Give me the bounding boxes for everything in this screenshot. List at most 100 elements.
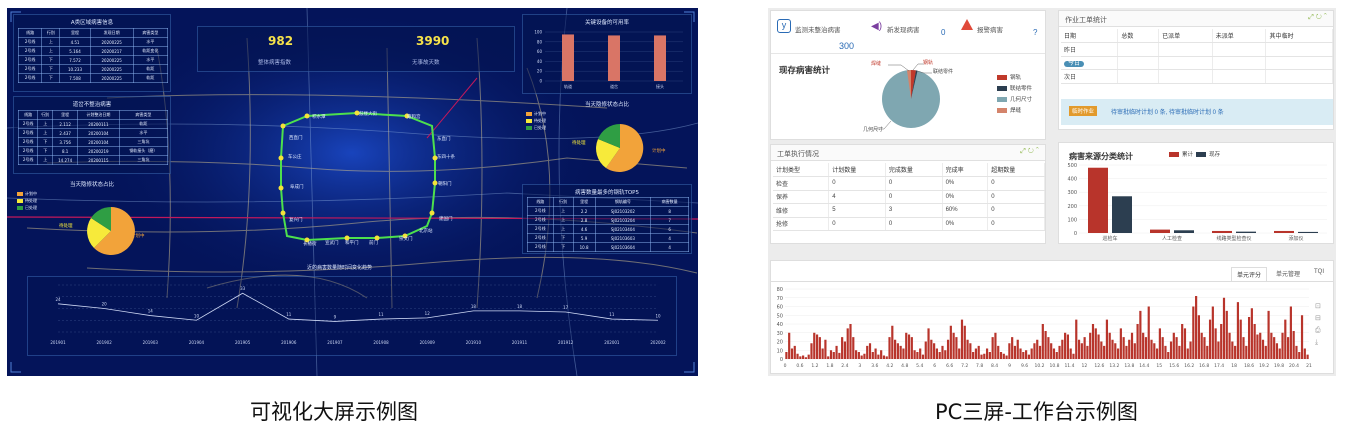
availability-bar-chart: 100 80 60 40 20 0 轨道 道岔 接头 [534,30,683,89]
hist-bar [1016,339,1019,359]
table-cell: 上 [41,46,61,56]
table-cell: SJ02103202 [594,206,652,216]
table-row[interactable]: 2号线上 5.164 20200217 轨距变化 [17,46,169,56]
table-cell: 20200225 [89,55,134,65]
table-header-cell[interactable]: 总数 [1117,29,1160,43]
station-label[interactable]: 和平门 [345,241,359,246]
x-tick-label: 1.2 [811,363,818,369]
table-row[interactable]: 2号线上 2.437 20200104 水平 [17,128,169,138]
alert-monitor-label[interactable]: 监测未整治病害 [795,27,841,34]
table-cell: 20200104 [77,128,120,138]
x-tick-label: 1.8 [826,363,833,369]
hist-bar [1208,319,1212,359]
data-label: 18 [471,304,477,309]
station-label[interactable]: 朝阳门 [438,182,452,187]
table-row[interactable]: 维修 5 3 60% 0 [773,203,1045,218]
station-label[interactable]: 西直门 [289,136,303,141]
table-row[interactable]: 今日 [1061,56,1333,70]
hist-bar [1153,343,1156,359]
station-label[interactable]: 雍和宫 [407,115,421,120]
x-tick-label: 3.6 [871,363,878,369]
hist-bar [807,354,810,359]
tab-tqi[interactable]: TQI [1314,269,1324,275]
trend-line [57,292,659,322]
table-header-cell[interactable]: 其中临时 [1265,29,1333,43]
table-header-cell[interactable]: 完成率 [942,163,989,177]
table-cell: 今日 [1061,56,1119,70]
y-tick-label: 50 [777,313,783,319]
table-switch-title: 道岔不整治病害 [72,102,112,108]
table-cell: 下 [37,137,54,147]
table-row[interactable]: 次日 [1061,69,1333,84]
station-label[interactable]: 积水潭 [312,115,326,120]
alert-new-label[interactable]: 新发现病害 [887,27,920,34]
station-label[interactable]: 车公庄 [288,155,302,160]
station-label[interactable]: 东直门 [437,137,451,142]
hist-bar [930,339,933,359]
table-header-cell[interactable]: 计划数量 [828,163,886,177]
table-header-cell[interactable]: 已派单 [1158,29,1213,43]
table-row[interactable]: 保养 4 0 0% 0 [773,190,1045,204]
table-header-cell[interactable]: 日期 [1061,29,1119,43]
hist-bar [1172,332,1175,359]
today-pill[interactable]: 今日 [1064,61,1085,68]
panel-tools-icon[interactable]: ⤢ ↻ ⌃ [1020,148,1039,155]
table-cell: 0% [942,190,989,204]
x-tick-label: 16.2 [1184,363,1194,369]
station-label[interactable]: 阜成门 [290,185,304,190]
table-row[interactable]: 抢修 0 0 0% 0 [773,217,1045,231]
tab-unit-score[interactable]: 单元评分 [1231,267,1268,281]
table-row[interactable]: 2号线上 4.6 SJ02103404 6 [527,224,689,234]
station-label[interactable]: 前门 [369,241,378,246]
station-label[interactable]: 宣武门 [325,241,339,246]
table-row[interactable]: 2号线上 14.274 20200115 三角坑 [17,155,169,165]
hist-bar [935,348,938,359]
table-row[interactable]: 2号线下 7.572 20200225 水平 [17,55,169,65]
chart-toolbox-icon[interactable]: ⊡ ⊟ ⎙ ⤓ [1315,303,1321,346]
table-header-cell[interactable]: 计划类型 [773,163,830,177]
table-row[interactable]: 2号线上 2.2 SJ02103202 8 [527,206,689,216]
table-top5-panel: 病害数量最多的钢轨TOP5 线路 行别 里程 钢轨编号 病害数量 2号线上 2.2 SJ021… [522,184,692,254]
table-row[interactable]: 2号线下 10.8 SJ02103604 4 [527,242,689,252]
table-cell: 8 [650,206,689,216]
table-row[interactable]: 2号线下 3.756 20200104 三角坑 [17,137,169,147]
hist-bar [1183,328,1187,359]
station-label[interactable]: 建国门 [439,217,453,222]
table-row[interactable]: 2号线下 8.1 20200219 钢轨接头（磨） [17,146,169,156]
table-row[interactable]: 2号线上 2.112 20200111 轨距 [17,119,169,129]
station-label[interactable]: 东四十条 [437,155,455,160]
temp-work-button[interactable]: 临时作业 [1069,106,1098,116]
table-row[interactable]: 2号线下 10.233 20200225 轨距 [17,64,169,74]
table-row[interactable]: 2号线上 2.8 SJ02103204 7 [527,215,689,225]
hist-bar [1231,341,1234,359]
panel-tools-icon[interactable]: ⤢ ↻ ⌃ [1308,14,1327,21]
data-label: 24 [55,297,61,302]
station-label[interactable]: 鼓楼大街 [359,112,377,117]
table-row[interactable]: 昨日 [1061,42,1333,57]
table-header-cell[interactable]: 未派单 [1212,29,1267,43]
x-tick-label: 15 [1156,363,1162,369]
hist-bar [1181,324,1184,359]
station-label[interactable]: 长椿街 [303,242,317,247]
table-header-cell[interactable]: 超期数量 [987,163,1045,177]
table-row[interactable]: 2号线上 4.51 20200225 水平 [17,37,169,47]
station-label[interactable]: 崇文门 [399,237,413,242]
table-row[interactable]: 2号线下 7.508 20200225 轨距 [17,73,169,83]
table-row[interactable]: 2号线下 5.9 SJ02103603 4 [527,233,689,243]
table-cell: 抢修 [773,217,830,231]
x-tick-label: 10.2 [1034,363,1044,369]
hist-bar [1298,352,1301,359]
station-label[interactable]: 北京站 [419,229,433,234]
data-label: 12 [425,311,431,316]
source-bar-chart: 500 400 300 200 100 0 巡检车 人工检查 线路类型检查仪 添加仪 [1067,163,1327,242]
tab-unit-manage[interactable]: 单元管理 [1276,272,1301,278]
station-label[interactable]: 复兴门 [289,218,303,223]
x-tick-label: 16.8 [1199,363,1209,369]
table-header-cell: 里程 [52,110,79,120]
alert-warning-label[interactable]: 报警病害 [977,27,1003,34]
table-cell: 4.6 [572,224,596,234]
hist-bar [896,343,899,359]
table-cell: 20200219 [77,146,120,156]
table-row[interactable]: 检查 0 0 0% 0 [773,176,1045,191]
table-header-cell[interactable]: 完成数量 [885,163,943,177]
